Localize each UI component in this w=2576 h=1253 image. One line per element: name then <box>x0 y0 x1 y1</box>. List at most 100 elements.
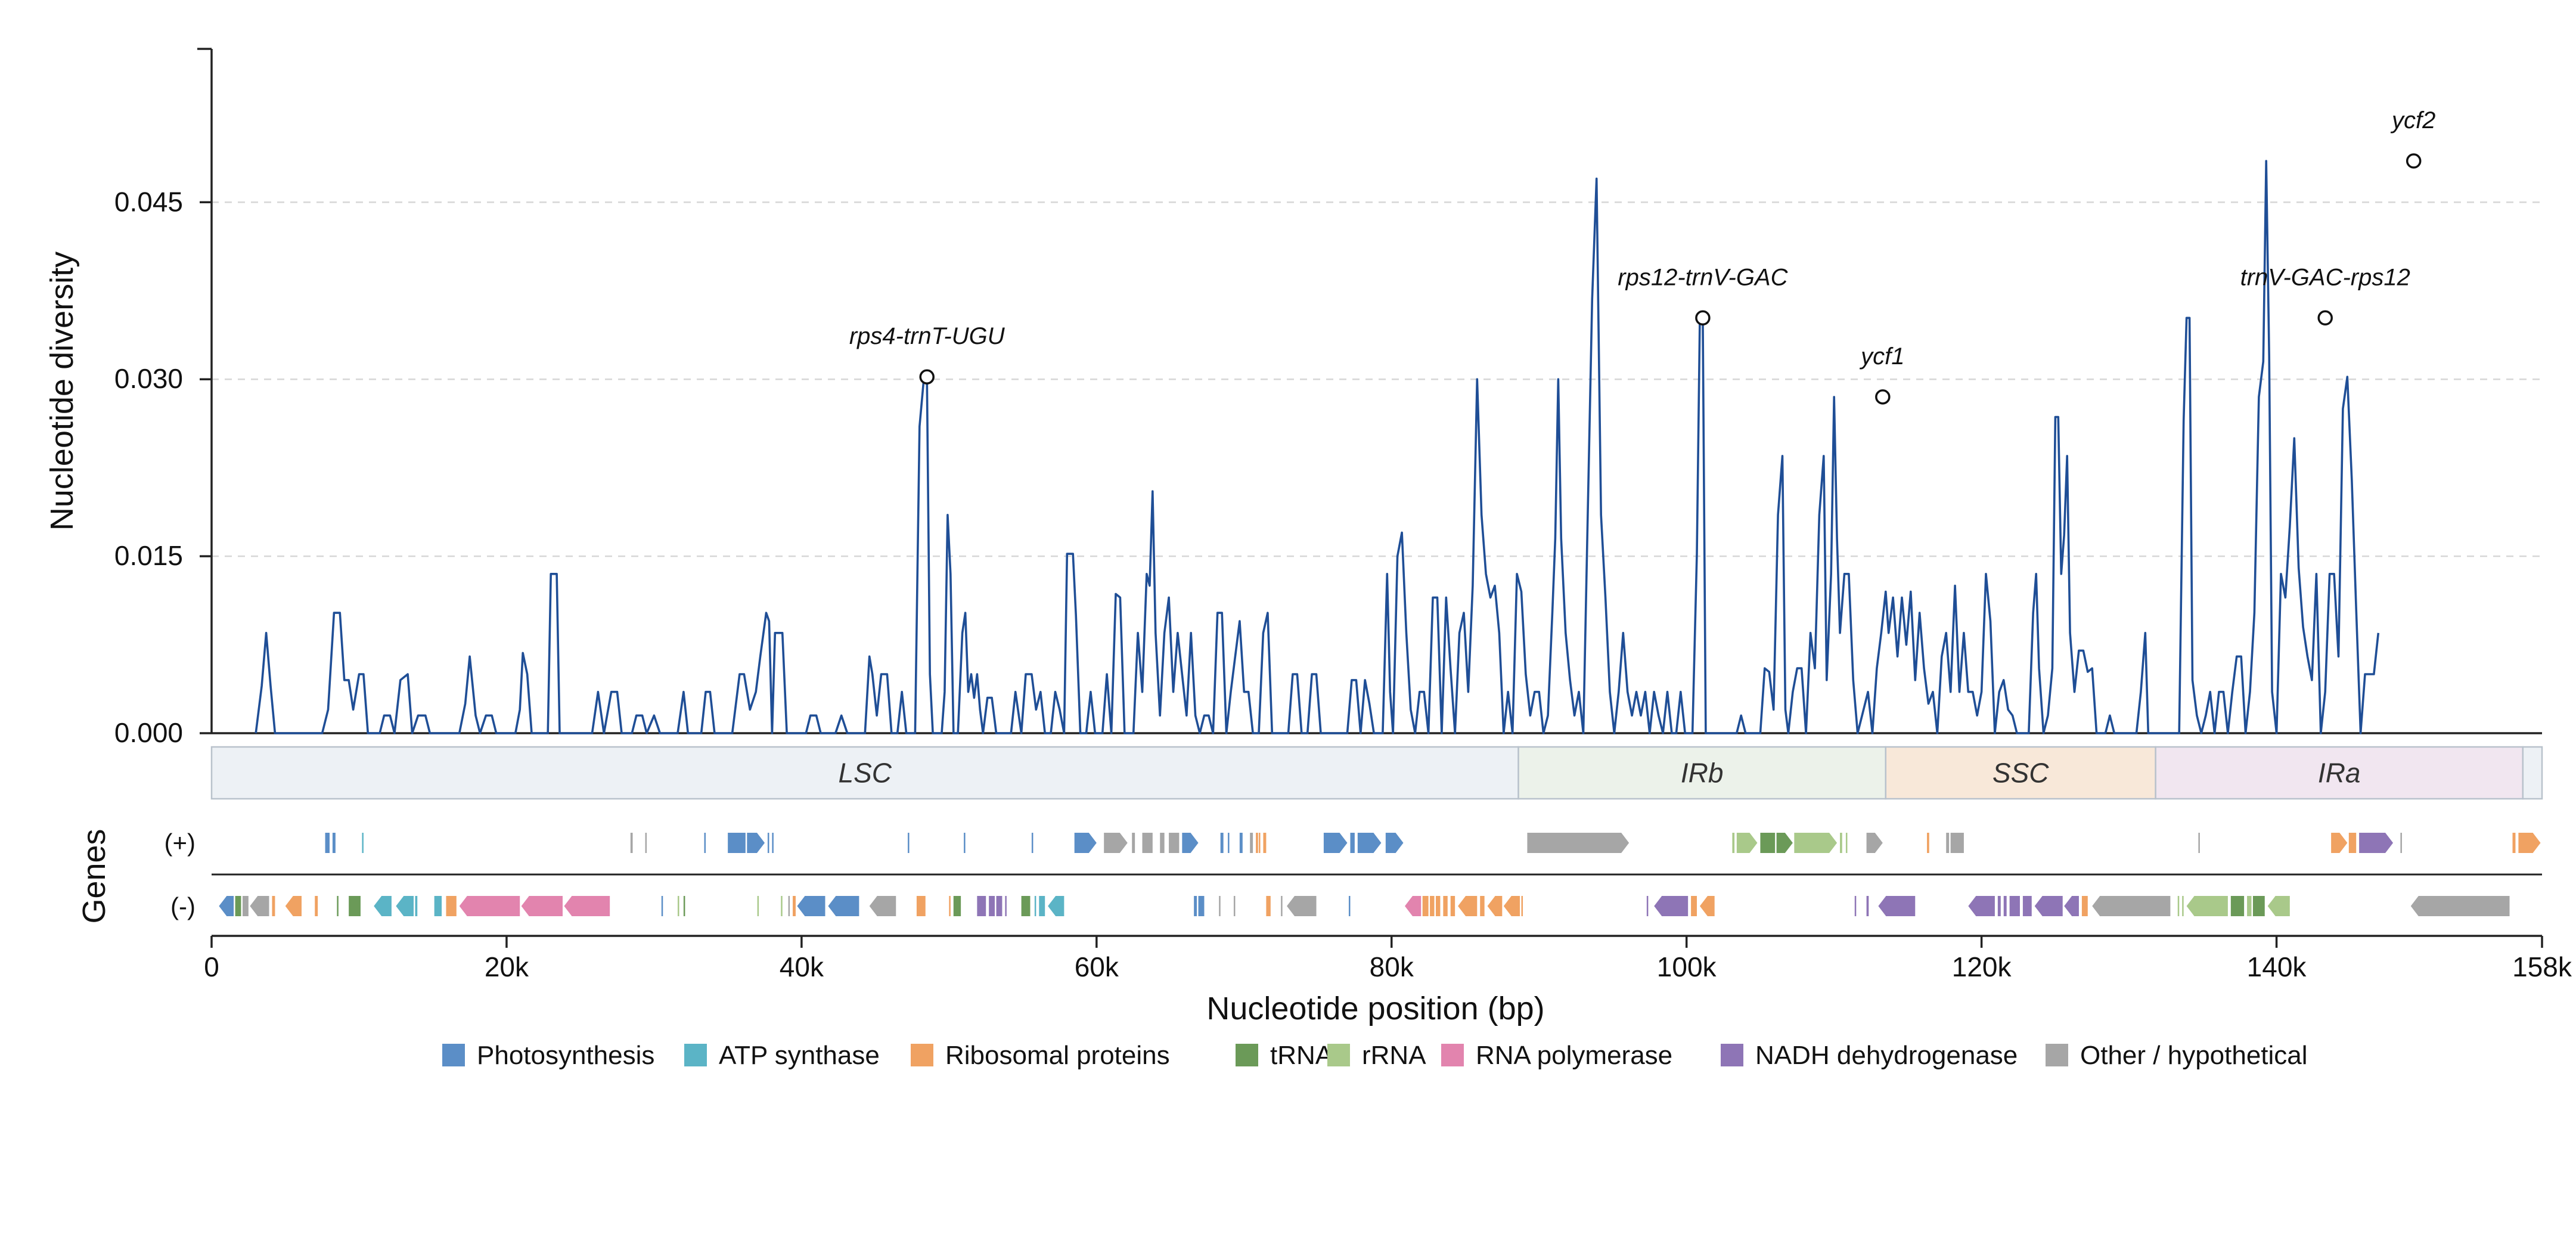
gene-block <box>1422 896 1429 916</box>
peak-marker <box>2406 153 2422 169</box>
legend-swatch <box>1721 1044 1743 1066</box>
peak-marker <box>919 369 935 384</box>
gene-block <box>235 896 241 916</box>
x-tick-label: 80k <box>1370 951 1414 982</box>
gene-block <box>1946 833 1950 853</box>
region-block <box>1517 746 1887 800</box>
peak-label: rps12-trnV-GAC <box>1618 264 1788 290</box>
peak-label: ycf1 <box>1859 343 1904 370</box>
gene-block <box>2247 896 2252 916</box>
gene-block <box>2348 833 2357 853</box>
gene-arrow <box>2186 896 2228 916</box>
gene-block <box>772 833 774 853</box>
gene-block <box>1220 833 1224 853</box>
y-tick-label: 0.015 <box>114 540 183 571</box>
gene-block <box>1480 896 1485 916</box>
gene-arrow <box>459 896 520 916</box>
peak-marker <box>2317 310 2333 326</box>
gene-block <box>2003 896 2007 916</box>
y-axis-title: Nucleotide diversity <box>44 252 80 531</box>
gene-arrow <box>1503 896 1520 916</box>
diversity-series-line <box>255 160 2380 734</box>
gene-block <box>1840 833 1842 853</box>
legend-label: ATP synthase <box>719 1041 880 1070</box>
gene-block <box>2198 833 2200 853</box>
x-tick-label: 120k <box>1952 951 2012 982</box>
gene-arrow <box>374 896 392 916</box>
gene-block <box>645 833 647 853</box>
gene-block <box>1228 833 1230 853</box>
gene-block <box>661 896 663 916</box>
gene-block <box>349 896 361 916</box>
gene-block <box>757 896 759 916</box>
gene-arrow <box>1654 896 1689 916</box>
gene-block <box>1348 896 1351 916</box>
legend-swatch <box>1236 1044 1258 1066</box>
peak-marker <box>1695 310 1711 326</box>
x-tick-label: 0 <box>204 951 219 982</box>
gene-arrow <box>250 896 269 916</box>
gene-block <box>683 896 685 916</box>
gene-block <box>2252 896 2265 916</box>
gene-block <box>781 896 783 916</box>
gene-block <box>1259 833 1261 853</box>
gene-block <box>1005 896 1007 916</box>
genes-track-title: Genes <box>76 829 112 923</box>
gene-block <box>1160 833 1165 853</box>
gene-block <box>2512 833 2516 853</box>
gene-block <box>2182 896 2184 916</box>
legend-swatch <box>442 1044 465 1066</box>
gene-block <box>1450 896 1455 916</box>
gene-arrow <box>564 896 610 916</box>
gene-block <box>1732 833 1735 853</box>
gene-arrow <box>797 896 825 916</box>
gene-block <box>1034 896 1036 916</box>
gene-block <box>949 896 951 916</box>
gene-arrow <box>219 896 234 916</box>
x-tick-label: 100k <box>1657 951 1717 982</box>
gene-block <box>1927 833 1929 853</box>
gene-block <box>2009 896 2020 916</box>
legend-label: RNA polymerase <box>1476 1041 1672 1070</box>
gene-block <box>2081 896 2088 916</box>
gene-arrow <box>2092 896 2171 916</box>
gene-block <box>996 896 1003 916</box>
gene-arrow <box>2359 833 2394 853</box>
y-tick-label: 0.000 <box>114 717 183 748</box>
gene-arrow <box>2064 896 2079 916</box>
gene-arrow <box>1357 833 1382 853</box>
legend-label: NADH dehydrogenase <box>1755 1041 2018 1070</box>
peak-label: rps4-trnT-UGU <box>849 323 1005 349</box>
legend-label: Photosynthesis <box>477 1041 654 1070</box>
gene-block <box>1256 833 1258 853</box>
region-label: IRa <box>2318 758 2361 789</box>
gene-arrow <box>1776 833 1793 853</box>
gene-block <box>964 833 966 853</box>
gene-block <box>788 896 790 916</box>
peak-annotations: rps4-trnT-UGU rps12-trnV-GAC ycf1 trnV-GAC-… <box>849 107 2435 405</box>
gene-block <box>630 833 633 853</box>
legend-label: rRNA <box>1362 1041 1426 1070</box>
x-axis-title: Nucleotide position (bp) <box>1206 991 1544 1026</box>
gene-block <box>1142 833 1153 853</box>
peak-marker <box>1875 389 1891 405</box>
gene-block <box>242 896 249 916</box>
gene-block <box>989 896 995 916</box>
gene-arrow <box>1405 896 1422 916</box>
gene-arrow <box>2267 896 2290 916</box>
gene-block <box>916 896 926 916</box>
gene-arrow <box>1385 833 1404 853</box>
gene-block <box>1646 896 1649 916</box>
legend: Photosynthesis ATP synthase Ribosomal prot… <box>442 1041 2308 1070</box>
gene-arrow <box>1487 896 1503 916</box>
gene-arrow <box>1866 833 1883 853</box>
gene-arrow <box>1968 896 1995 916</box>
gene-block <box>2230 896 2245 916</box>
gene-arrow <box>1458 896 1478 916</box>
gene-block <box>2177 896 2180 916</box>
gene-arrow <box>869 896 896 916</box>
gene-arrow <box>2518 833 2541 853</box>
x-tick-label: 140k <box>2247 951 2307 982</box>
gene-block <box>1443 896 1448 916</box>
gene-block <box>1263 833 1267 853</box>
